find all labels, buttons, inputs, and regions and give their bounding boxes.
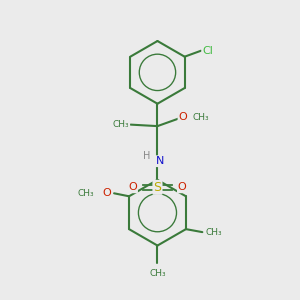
Text: CH₃: CH₃ xyxy=(113,120,129,129)
Text: N: N xyxy=(156,156,164,166)
Text: CH₃: CH₃ xyxy=(149,268,166,278)
Text: CH₃: CH₃ xyxy=(77,189,94,198)
Text: O: O xyxy=(178,112,187,122)
Text: CH₃: CH₃ xyxy=(193,113,209,122)
Text: S: S xyxy=(154,181,161,194)
Text: O: O xyxy=(128,182,137,192)
Text: Cl: Cl xyxy=(202,46,213,56)
Text: H: H xyxy=(143,151,151,161)
Text: CH₃: CH₃ xyxy=(205,228,222,237)
Text: O: O xyxy=(178,182,187,192)
Text: O: O xyxy=(103,188,112,198)
